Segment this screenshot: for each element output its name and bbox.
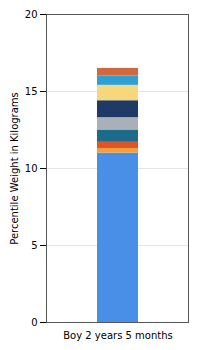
svg-text:10: 10 — [25, 163, 38, 174]
svg-text:Boy 2 years 5 months: Boy 2 years 5 months — [63, 330, 173, 341]
svg-text:0: 0 — [31, 317, 37, 328]
svg-text:Percentile Weight in Kilograms: Percentile Weight in Kilograms — [9, 92, 20, 245]
svg-text:20: 20 — [25, 9, 38, 20]
svg-text:15: 15 — [25, 86, 38, 97]
svg-text:5: 5 — [31, 240, 37, 251]
